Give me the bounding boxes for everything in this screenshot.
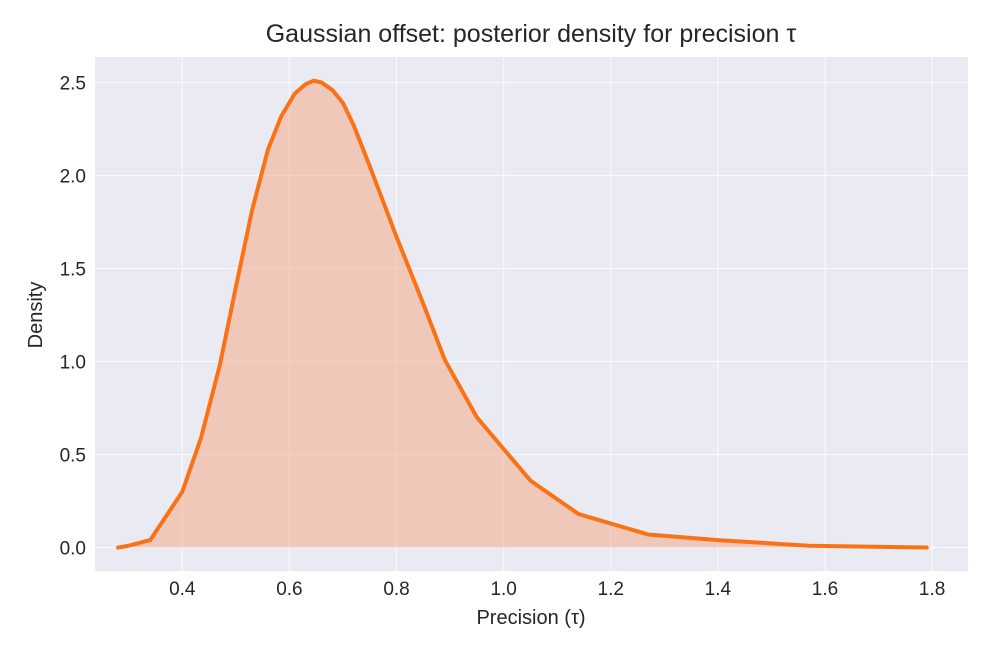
- x-tick-label: 1.0: [490, 579, 516, 600]
- y-tick-label: 1.5: [60, 260, 86, 281]
- chart-title: Gaussian offset: posterior density for p…: [266, 20, 797, 48]
- density-area-fill: [118, 80, 927, 548]
- x-tick-label: 0.4: [169, 579, 196, 600]
- x-tick-label: 0.8: [383, 579, 409, 600]
- y-tick-label: 0.5: [60, 446, 86, 467]
- y-axis-label: Density: [25, 282, 47, 349]
- x-tick-labels: 0.4 0.6 0.8 1.0 1.2 1.4 1.6 1.8: [169, 579, 945, 600]
- x-tick-label: 1.4: [705, 579, 732, 600]
- x-tick-label: 1.8: [919, 579, 945, 600]
- x-tick-label: 0.6: [276, 579, 302, 600]
- x-axis-label: Precision (τ): [476, 607, 585, 629]
- y-tick-label: 2.0: [60, 167, 86, 188]
- x-tick-label: 1.6: [812, 579, 838, 600]
- density-line: [116, 78, 929, 550]
- y-tick-label: 1.0: [60, 353, 86, 374]
- x-tick-label: 1.2: [598, 579, 624, 600]
- y-tick-labels: 0.0 0.5 1.0 1.5 2.0 2.5: [60, 73, 86, 559]
- y-tick-label: 2.5: [60, 73, 86, 94]
- y-tick-label: 0.0: [60, 539, 86, 560]
